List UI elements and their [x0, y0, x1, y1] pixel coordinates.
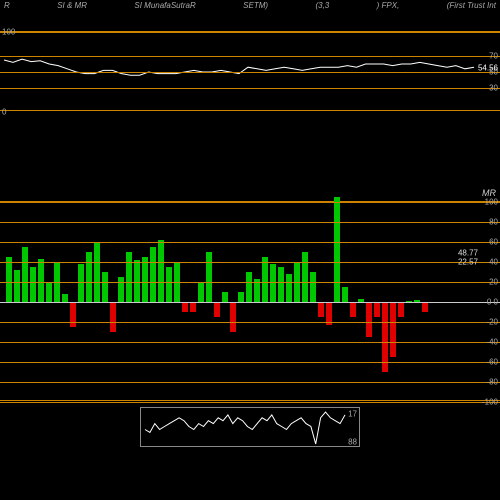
mr-bar: [118, 277, 124, 302]
rsi-axis-left: 0: [2, 108, 6, 117]
mr-bar: [262, 257, 268, 302]
mr-bar: [30, 267, 36, 302]
rsi-panel: 010030507054.56: [0, 31, 500, 111]
header-item: SETM): [243, 1, 268, 10]
mr-axis-label: -20: [486, 318, 498, 327]
mr-bar: [342, 287, 348, 302]
mr-zero-label: 0 0: [487, 298, 498, 307]
mr-axis-label: 60: [489, 238, 498, 247]
mr-bar: [302, 252, 308, 302]
mr-panel: MR -100-80-60-40-200 02040608010048.7722…: [0, 201, 500, 401]
bottom-mini-panel: 17 88: [140, 407, 360, 447]
mr-bar: [62, 294, 68, 302]
mr-axis-label: -80: [486, 378, 498, 387]
mr-bar: [206, 252, 212, 302]
mr-axis-label: -40: [486, 338, 498, 347]
mr-bar: [70, 302, 76, 327]
mr-bar: [318, 302, 324, 317]
mr-bar: [222, 292, 228, 302]
mr-bar: [366, 302, 372, 337]
mr-bar: [150, 247, 156, 302]
mr-axis-label: 100: [485, 198, 498, 207]
mr-bar: [22, 247, 28, 302]
chart-header: R SI & MR SI MunafaSutraR SETM) (3,3 ) F…: [0, 0, 500, 11]
mr-bar: [14, 270, 20, 302]
bottom-label-bot: 88: [348, 438, 357, 447]
header-item: R: [4, 1, 10, 10]
mr-bar: [182, 302, 188, 312]
rsi-axis-right: 30: [489, 84, 498, 93]
mr-bar: [286, 274, 292, 302]
mr-bar: [142, 257, 148, 302]
mr-bar: [110, 302, 116, 332]
mr-axis-label: 20: [489, 278, 498, 287]
mr-label: MR: [482, 188, 496, 198]
mr-bar: [134, 260, 140, 302]
header-item: ) FPX,: [377, 1, 400, 10]
mr-bar: [278, 267, 284, 302]
header-item: (3,3: [315, 1, 329, 10]
mr-value-a: 48.77: [458, 249, 478, 258]
mr-bar: [422, 302, 428, 312]
mr-bar: [86, 252, 92, 302]
mr-bar: [126, 252, 132, 302]
mr-bar: [246, 272, 252, 302]
rsi-axis-left: 100: [2, 28, 15, 37]
mr-bar: [214, 302, 220, 317]
mr-axis-label: -100: [482, 398, 498, 407]
mr-bar: [350, 302, 356, 317]
header-item: SI & MR: [57, 1, 87, 10]
mr-bar: [198, 282, 204, 302]
mr-bar: [102, 272, 108, 302]
mr-axis-label: 80: [489, 218, 498, 227]
rsi-axis-right: 70: [489, 52, 498, 61]
bottom-line-chart: [141, 408, 361, 448]
mr-bar: [166, 267, 172, 302]
mr-bar: [158, 240, 164, 302]
mr-bar: [94, 242, 100, 302]
bottom-label-top: 17: [348, 410, 357, 419]
mr-bar: [270, 264, 276, 302]
mr-bar: [38, 259, 44, 302]
mr-bar: [310, 272, 316, 302]
mr-axis-label: -60: [486, 358, 498, 367]
header-item: (First Trust Int: [447, 1, 496, 10]
mr-bar: [238, 292, 244, 302]
mr-bar: [6, 257, 12, 302]
mr-value-b: 22.57: [458, 258, 478, 267]
mr-bar: [390, 302, 396, 357]
mr-axis-label: 40: [489, 258, 498, 267]
mr-bar: [46, 282, 52, 302]
mr-bar: [374, 302, 380, 317]
mr-bar: [230, 302, 236, 332]
mr-bar: [78, 264, 84, 302]
mr-bar: [190, 302, 196, 312]
header-item: SI MunafaSutraR: [134, 1, 195, 10]
rsi-current-value: 54.56: [476, 64, 500, 73]
mr-bar: [334, 197, 340, 302]
mr-bar: [398, 302, 404, 317]
